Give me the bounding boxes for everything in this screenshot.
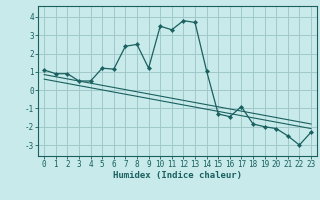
- X-axis label: Humidex (Indice chaleur): Humidex (Indice chaleur): [113, 171, 242, 180]
